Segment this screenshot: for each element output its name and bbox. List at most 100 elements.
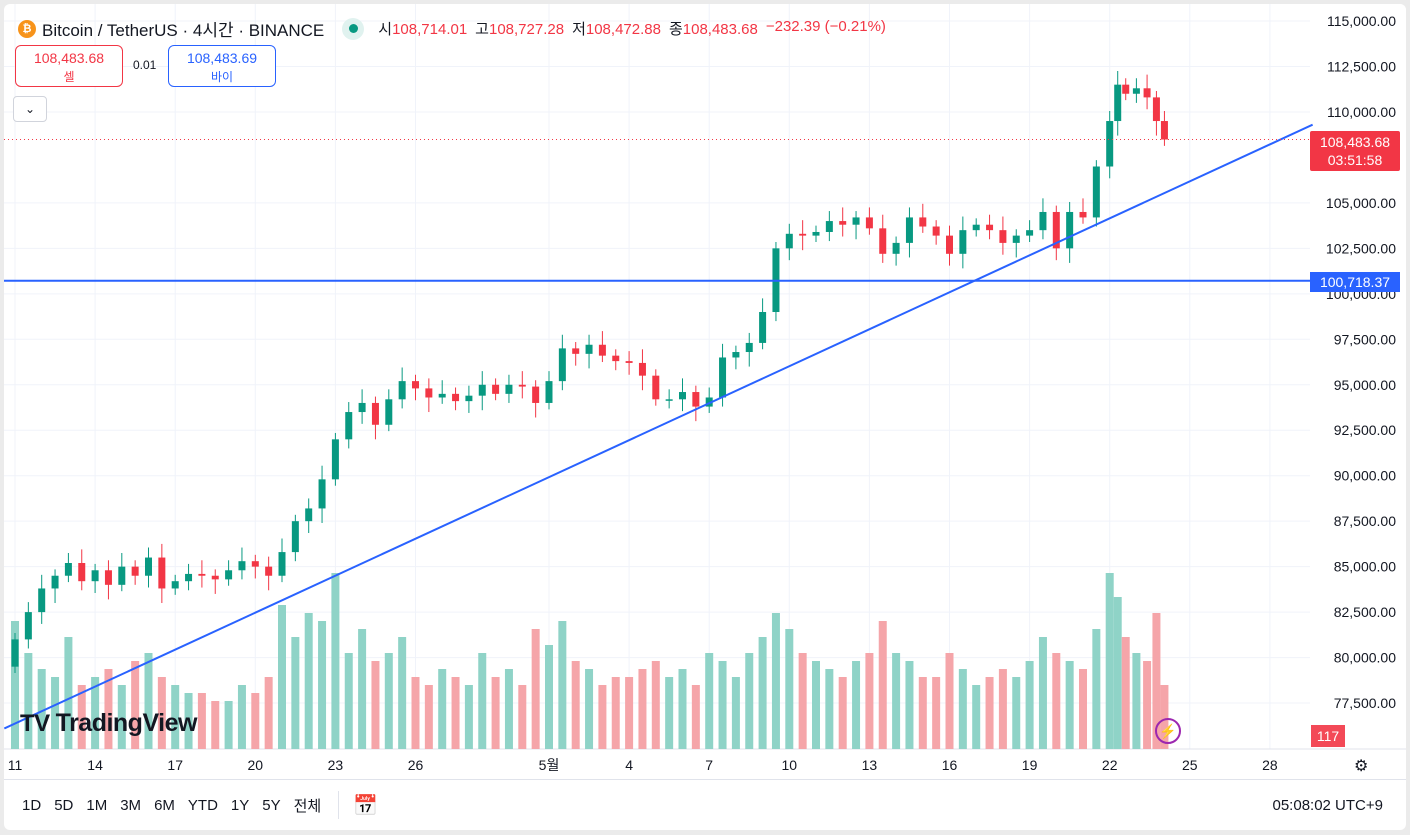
volume-bar <box>1012 677 1021 749</box>
candle-body <box>465 395 473 402</box>
volume-bar <box>144 653 153 749</box>
candle-body <box>732 352 740 358</box>
bitcoin-logo-icon: ₿ <box>18 19 36 38</box>
candle-body <box>412 381 419 389</box>
candle-body <box>598 344 606 356</box>
candle-body <box>1143 88 1151 98</box>
y-tick-label: 115,000.00 <box>1327 13 1396 29</box>
volume-bar <box>197 693 206 749</box>
volume-bar <box>972 685 981 749</box>
candle-body <box>1114 84 1122 122</box>
volume-bar <box>11 621 19 749</box>
volume-bar <box>798 653 807 749</box>
volume-bar <box>665 677 674 749</box>
range-6m[interactable]: 6M <box>154 796 175 814</box>
volume-bar <box>558 621 567 749</box>
bottom-toolbar: 1D 5D 1M 3M 6M YTD 1Y 5Y 전체 📅 05:08:02 U… <box>4 779 1406 830</box>
range-1d[interactable]: 1D <box>22 796 42 814</box>
candle-body <box>959 230 967 254</box>
candle-body <box>719 357 727 398</box>
volume-bar <box>745 653 754 749</box>
brand-name: TradingView <box>55 709 198 737</box>
volume-bar <box>1079 669 1087 749</box>
clock-timezone[interactable]: 05:08:02 UTC+9 <box>1272 797 1384 814</box>
volume-bar <box>398 637 407 749</box>
chart-window: 115,000.00 112,500.00 110,000.00 105,000.00… <box>4 4 1406 830</box>
price-chart[interactable]: 115,000.00 112,500.00 110,000.00 105,000.00… <box>4 4 1406 779</box>
volume-bar <box>411 677 420 749</box>
candle-body <box>51 575 59 589</box>
buy-button[interactable]: 108,483.69 바이 <box>168 45 276 87</box>
range-all[interactable]: 전체 <box>293 797 322 815</box>
collapse-chevron-down-icon[interactable]: ⌄ <box>13 96 47 122</box>
volume-bar <box>1132 653 1141 749</box>
candle-body <box>572 348 580 354</box>
open-label: 시 <box>378 21 393 38</box>
y-tick-label: 85,000.00 <box>1334 559 1396 575</box>
volume-bar <box>117 685 126 749</box>
range-5d[interactable]: 5D <box>54 796 74 814</box>
close-label: 종 <box>668 21 683 38</box>
candle-body <box>892 242 900 254</box>
candle-body <box>1132 88 1140 94</box>
volume-bar <box>985 677 994 749</box>
symbol-title[interactable]: Bitcoin / TetherUS · 4시간 · BINANCE <box>42 21 325 40</box>
candle-body <box>385 399 393 425</box>
candle-body <box>64 563 72 576</box>
candle-body <box>558 348 566 382</box>
range-ytd[interactable]: YTD <box>187 796 218 814</box>
settings-gear-icon[interactable]: ⚙ <box>1354 758 1369 775</box>
candle-body <box>425 388 433 398</box>
lightning-alert-icon[interactable]: ⚡ <box>1155 718 1181 744</box>
candle-body <box>452 393 460 402</box>
volume-bar <box>1052 653 1061 749</box>
volume-bar <box>291 637 300 749</box>
sell-button[interactable]: 108,483.68 셀 <box>15 45 123 87</box>
candle-body <box>131 566 139 576</box>
candle-body <box>225 570 233 580</box>
range-1m[interactable]: 1M <box>86 796 108 814</box>
range-3m[interactable]: 3M <box>120 796 142 814</box>
candle-body <box>478 384 486 396</box>
volume-bar <box>224 701 233 749</box>
x-tick-label: 26 <box>408 757 424 773</box>
volume-bar <box>785 629 794 749</box>
candle-body <box>585 344 593 354</box>
volume-bar <box>718 661 727 749</box>
hline-price-tag[interactable]: 100,718.37 <box>1310 272 1400 292</box>
high-value: 108,727.28 <box>488 21 565 38</box>
candle-body <box>879 228 887 254</box>
volume-bar <box>131 661 140 749</box>
y-tick-label: 82,500.00 <box>1334 604 1396 620</box>
candle-body <box>198 573 206 576</box>
volume-bar <box>691 685 700 749</box>
candle-body <box>986 224 994 231</box>
volume-bar <box>812 661 820 749</box>
candle-body <box>345 412 353 440</box>
range-5y[interactable]: 5Y <box>262 796 281 814</box>
y-tick-label: 80,000.00 <box>1334 650 1396 666</box>
last-price: 108,483.68 <box>1319 134 1391 150</box>
y-tick-label: 95,000.00 <box>1334 377 1396 393</box>
spread-value: 0.01 <box>133 58 157 72</box>
candle-body <box>652 375 660 400</box>
close-value: 108,483.68 <box>682 21 758 38</box>
candle-body <box>185 573 193 582</box>
candle-body <box>545 381 553 403</box>
candle-body <box>318 479 326 509</box>
candle-body <box>612 355 620 362</box>
candle-body <box>331 439 339 480</box>
range-1y[interactable]: 1Y <box>230 796 250 814</box>
candle-body <box>38 588 46 613</box>
candle-body <box>1066 211 1074 249</box>
x-tick-label: 17 <box>167 757 183 773</box>
volume-bar <box>51 677 60 749</box>
volume-bar <box>318 621 327 749</box>
volume-bar <box>304 613 313 749</box>
volume-bar <box>451 677 460 749</box>
go-to-date-calendar-icon[interactable]: 📅 <box>353 794 379 817</box>
candle-body <box>946 235 953 254</box>
volume-bar <box>1160 685 1169 749</box>
volume-bar <box>104 669 113 749</box>
x-tick-label: 23 <box>328 757 344 773</box>
